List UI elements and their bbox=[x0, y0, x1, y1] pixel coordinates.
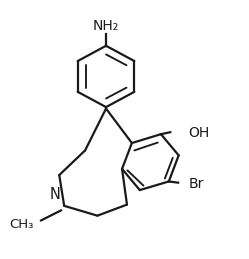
Text: N: N bbox=[50, 187, 61, 202]
Text: NH₂: NH₂ bbox=[93, 19, 119, 33]
Text: Br: Br bbox=[188, 177, 204, 191]
Text: OH: OH bbox=[188, 126, 210, 140]
Text: CH₃: CH₃ bbox=[9, 218, 33, 231]
